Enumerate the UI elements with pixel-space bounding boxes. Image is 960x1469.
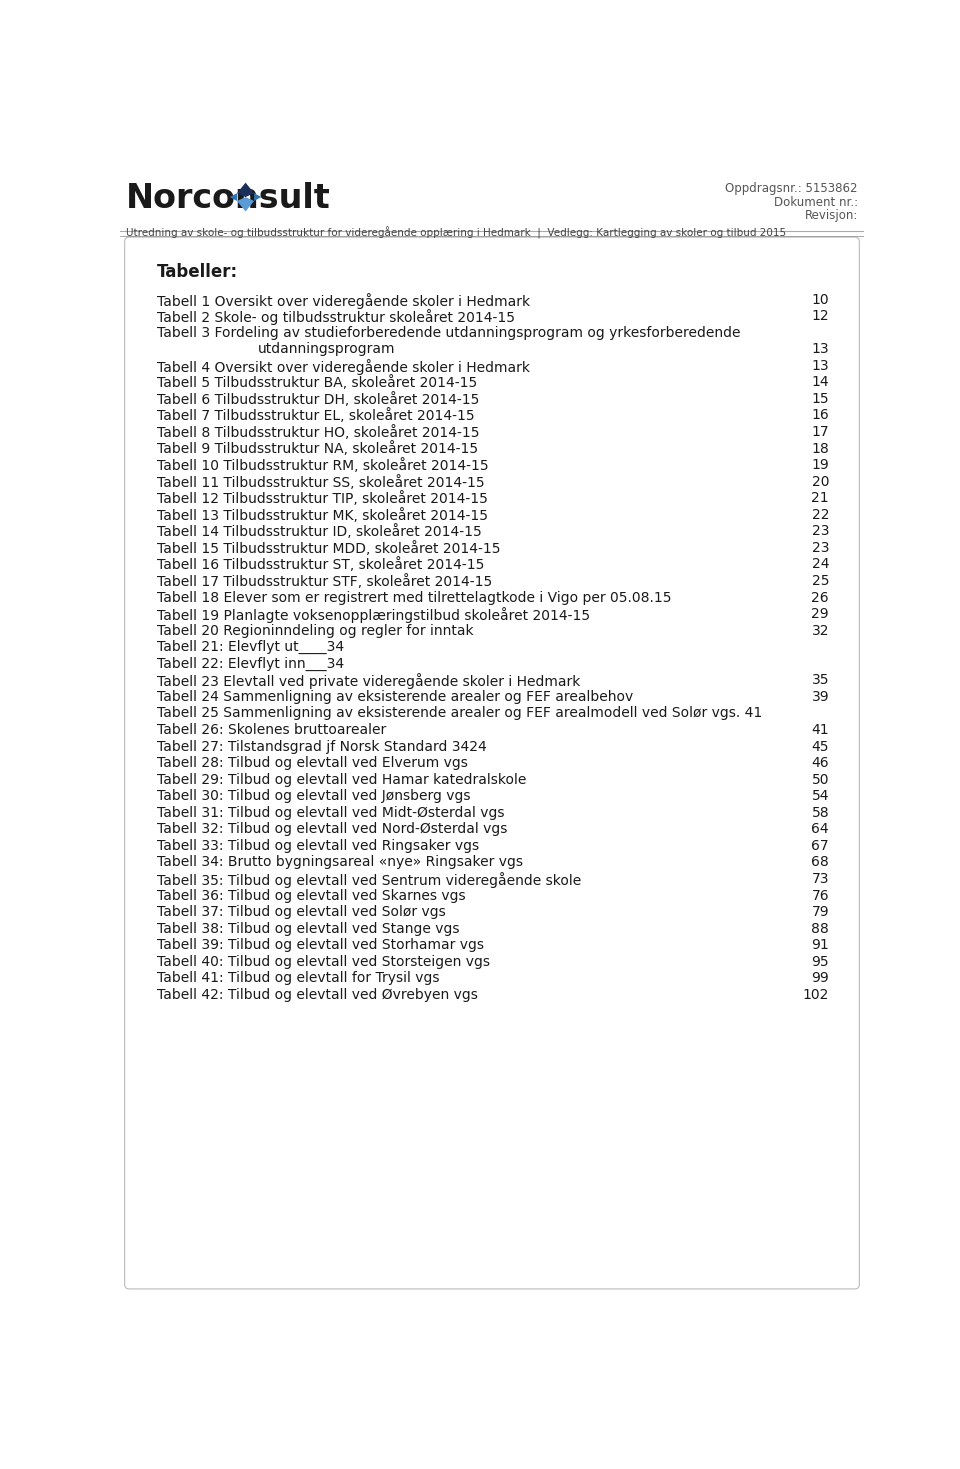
Text: 16: 16: [811, 408, 829, 423]
Text: Tabell 30: Tilbud og elevtall ved Jønsberg vgs: Tabell 30: Tilbud og elevtall ved Jønsbe…: [157, 789, 470, 804]
Text: Tabell 14 Tilbudsstruktur ID, skoleåret 2014-15: Tabell 14 Tilbudsstruktur ID, skoleåret …: [157, 524, 482, 539]
Text: Tabell 12 Tilbudsstruktur TIP, skoleåret 2014-15: Tabell 12 Tilbudsstruktur TIP, skoleåret…: [157, 491, 488, 507]
Text: 22: 22: [811, 508, 829, 521]
Text: Tabell 35: Tilbud og elevtall ved Sentrum videregående skole: Tabell 35: Tilbud og elevtall ved Sentru…: [157, 873, 582, 887]
Text: Tabell 13 Tilbudsstruktur MK, skoleåret 2014-15: Tabell 13 Tilbudsstruktur MK, skoleåret …: [157, 508, 489, 523]
Text: 32: 32: [811, 624, 829, 638]
Text: Tabell 8 Tilbudsstruktur HO, skoleåret 2014-15: Tabell 8 Tilbudsstruktur HO, skoleåret 2…: [157, 425, 480, 439]
Text: utdanningsprogram: utdanningsprogram: [258, 342, 396, 355]
Text: Tabell 9 Tilbudsstruktur NA, skoleåret 2014-15: Tabell 9 Tilbudsstruktur NA, skoleåret 2…: [157, 442, 478, 457]
Text: 35: 35: [811, 673, 829, 687]
Text: 46: 46: [811, 757, 829, 770]
FancyBboxPatch shape: [125, 237, 859, 1288]
Text: Tabell 3 Fordeling av studieforberedende utdanningsprogram og yrkesforberedende: Tabell 3 Fordeling av studieforberedende…: [157, 326, 741, 339]
Text: 58: 58: [811, 806, 829, 820]
Text: 13: 13: [811, 358, 829, 373]
Text: Tabell 38: Tilbud og elevtall ved Stange vgs: Tabell 38: Tilbud og elevtall ved Stange…: [157, 921, 460, 936]
Text: Dokument nr.:: Dokument nr.:: [774, 195, 858, 209]
Text: 79: 79: [811, 905, 829, 920]
Text: 45: 45: [811, 739, 829, 754]
Bar: [120, 176, 864, 234]
Text: Tabell 19 Planlagte voksenopplæringstilbud skoleåret 2014-15: Tabell 19 Planlagte voksenopplæringstilb…: [157, 607, 590, 623]
Text: Tabell 16 Tilbudsstruktur ST, skoleåret 2014-15: Tabell 16 Tilbudsstruktur ST, skoleåret …: [157, 557, 485, 573]
Text: 29: 29: [811, 607, 829, 621]
Text: Tabell 34: Brutto bygningsareal «nye» Ringsaker vgs: Tabell 34: Brutto bygningsareal «nye» Ri…: [157, 855, 523, 870]
Text: Tabell 36: Tilbud og elevtall ved Skarnes vgs: Tabell 36: Tilbud og elevtall ved Skarne…: [157, 889, 466, 902]
Text: 95: 95: [811, 955, 829, 968]
Text: Tabell 6 Tilbudsstruktur DH, skoleåret 2014-15: Tabell 6 Tilbudsstruktur DH, skoleåret 2…: [157, 392, 480, 407]
Text: Tabell 21: Elevflyt ut____34: Tabell 21: Elevflyt ut____34: [157, 640, 345, 654]
Text: Tabell 4 Oversikt over videregående skoler i Hedmark: Tabell 4 Oversikt over videregående skol…: [157, 358, 530, 375]
Text: 73: 73: [811, 873, 829, 886]
Text: Tabell 10 Tilbudsstruktur RM, skoleåret 2014-15: Tabell 10 Tilbudsstruktur RM, skoleåret …: [157, 458, 489, 473]
Text: 24: 24: [811, 557, 829, 571]
Text: Tabell 2 Skole- og tilbudsstruktur skoleåret 2014-15: Tabell 2 Skole- og tilbudsstruktur skole…: [157, 308, 516, 325]
Text: 41: 41: [811, 723, 829, 737]
Text: Tabeller:: Tabeller:: [157, 263, 238, 281]
Text: 14: 14: [811, 375, 829, 389]
Text: Tabell 40: Tilbud og elevtall ved Storsteigen vgs: Tabell 40: Tilbud og elevtall ved Storst…: [157, 955, 491, 968]
Text: 13: 13: [811, 342, 829, 355]
Text: Revisjon:: Revisjon:: [804, 209, 858, 222]
Text: Tabell 1 Oversikt over videregående skoler i Hedmark: Tabell 1 Oversikt over videregående skol…: [157, 292, 530, 308]
Text: Tabell 41: Tilbud og elevtall for Trysil vgs: Tabell 41: Tilbud og elevtall for Trysil…: [157, 971, 440, 986]
Text: Tabell 27: Tilstandsgrad jf Norsk Standard 3424: Tabell 27: Tilstandsgrad jf Norsk Standa…: [157, 739, 487, 754]
Text: Tabell 23 Elevtall ved private videregående skoler i Hedmark: Tabell 23 Elevtall ved private videregåe…: [157, 673, 581, 689]
Text: 50: 50: [811, 773, 829, 786]
Text: 18: 18: [811, 442, 829, 455]
Text: 88: 88: [811, 921, 829, 936]
Text: Tabell 17 Tilbudsstruktur STF, skoleåret 2014-15: Tabell 17 Tilbudsstruktur STF, skoleåret…: [157, 574, 492, 589]
Text: Tabell 22: Elevflyt inn___34: Tabell 22: Elevflyt inn___34: [157, 657, 345, 671]
Text: Tabell 37: Tilbud og elevtall ved Solør vgs: Tabell 37: Tilbud og elevtall ved Solør …: [157, 905, 446, 920]
Text: 12: 12: [811, 308, 829, 323]
Text: 17: 17: [811, 425, 829, 439]
Text: 23: 23: [811, 541, 829, 555]
Text: Tabell 24 Sammenligning av eksisterende arealer og FEF arealbehov: Tabell 24 Sammenligning av eksisterende …: [157, 690, 634, 704]
Text: Norconsult: Norconsult: [126, 182, 331, 216]
Polygon shape: [237, 182, 254, 197]
Text: Tabell 15 Tilbudsstruktur MDD, skoleåret 2014-15: Tabell 15 Tilbudsstruktur MDD, skoleåret…: [157, 541, 501, 555]
Text: Tabell 33: Tilbud og elevtall ved Ringsaker vgs: Tabell 33: Tilbud og elevtall ved Ringsa…: [157, 839, 479, 853]
Text: 102: 102: [803, 987, 829, 1002]
Text: Tabell 25 Sammenligning av eksisterende arealer og FEF arealmodell ved Solør vgs: Tabell 25 Sammenligning av eksisterende …: [157, 707, 762, 720]
Text: 26: 26: [811, 591, 829, 605]
Text: 67: 67: [811, 839, 829, 853]
Text: Utredning av skole- og tilbudsstruktur for videregående opplæring i Hedmark  |  : Utredning av skole- og tilbudsstruktur f…: [126, 226, 786, 239]
Text: Tabell 26: Skolenes bruttoarealer: Tabell 26: Skolenes bruttoarealer: [157, 723, 387, 737]
Text: 68: 68: [811, 855, 829, 870]
Text: Tabell 29: Tilbud og elevtall ved Hamar katedralskole: Tabell 29: Tilbud og elevtall ved Hamar …: [157, 773, 527, 786]
Text: Tabell 31: Tilbud og elevtall ved Midt-Østerdal vgs: Tabell 31: Tilbud og elevtall ved Midt-Ø…: [157, 806, 505, 820]
Text: 10: 10: [811, 292, 829, 307]
Text: Tabell 20 Regioninndeling og regler for inntak: Tabell 20 Regioninndeling og regler for …: [157, 624, 474, 638]
Text: 64: 64: [811, 823, 829, 836]
Text: 20: 20: [811, 474, 829, 489]
Text: Tabell 28: Tilbud og elevtall ved Elverum vgs: Tabell 28: Tilbud og elevtall ved Elveru…: [157, 757, 468, 770]
Text: Oppdragsnr.: 5153862: Oppdragsnr.: 5153862: [726, 182, 858, 195]
Polygon shape: [254, 192, 261, 201]
Text: 99: 99: [811, 971, 829, 986]
Text: 15: 15: [811, 392, 829, 405]
Text: 91: 91: [811, 939, 829, 952]
Text: Tabell 5 Tilbudsstruktur BA, skoleåret 2014-15: Tabell 5 Tilbudsstruktur BA, skoleåret 2…: [157, 375, 477, 391]
Text: 19: 19: [811, 458, 829, 472]
Text: 39: 39: [811, 690, 829, 704]
Text: Tabell 11 Tilbudsstruktur SS, skoleåret 2014-15: Tabell 11 Tilbudsstruktur SS, skoleåret …: [157, 474, 485, 489]
Text: Tabell 32: Tilbud og elevtall ved Nord-Østerdal vgs: Tabell 32: Tilbud og elevtall ved Nord-Ø…: [157, 823, 508, 836]
Text: Tabell 42: Tilbud og elevtall ved Øvrebyen vgs: Tabell 42: Tilbud og elevtall ved Øvreby…: [157, 987, 478, 1002]
Text: 21: 21: [811, 491, 829, 505]
Polygon shape: [229, 192, 237, 201]
Text: Tabell 7 Tilbudsstruktur EL, skoleåret 2014-15: Tabell 7 Tilbudsstruktur EL, skoleåret 2…: [157, 408, 475, 423]
Text: 25: 25: [811, 574, 829, 588]
Text: 23: 23: [811, 524, 829, 538]
Text: Tabell 18 Elever som er registrert med tilrettelagtkode i Vigo per 05.08.15: Tabell 18 Elever som er registrert med t…: [157, 591, 672, 605]
Text: 76: 76: [811, 889, 829, 902]
Polygon shape: [237, 197, 254, 212]
Text: 54: 54: [811, 789, 829, 804]
Text: Tabell 39: Tilbud og elevtall ved Storhamar vgs: Tabell 39: Tilbud og elevtall ved Storha…: [157, 939, 484, 952]
